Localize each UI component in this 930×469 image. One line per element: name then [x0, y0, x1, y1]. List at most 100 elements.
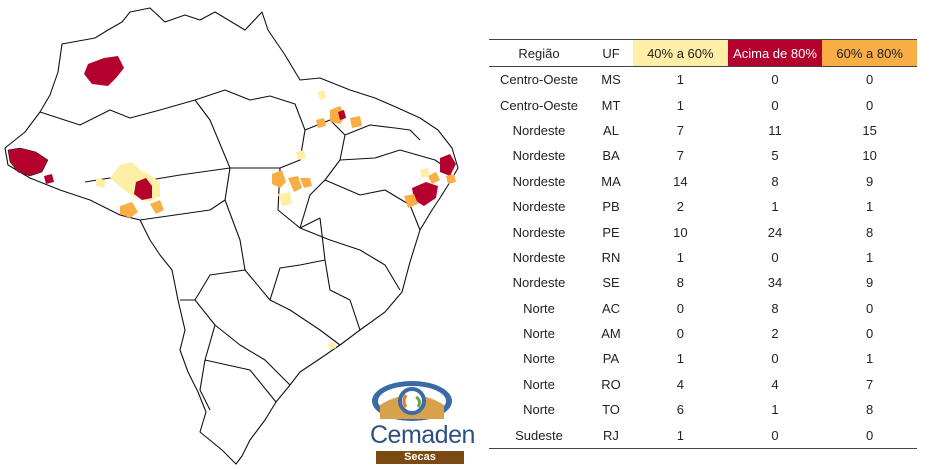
cell-60-80: 0 [866, 72, 874, 88]
cell-60-80: 8 [866, 402, 874, 418]
header-uf: UF [589, 39, 633, 67]
table-row: Centro-Oeste MT 1 0 0 [489, 92, 917, 117]
cell-40-60: 1 [676, 72, 684, 88]
area-ma [330, 106, 346, 124]
table-row: Norte RO 4 4 7 [489, 372, 917, 397]
cell-60-80: 0 [866, 300, 874, 316]
logo-name: Cemaden [370, 421, 475, 449]
cell-acima-80: 0 [771, 97, 779, 113]
cell-regiao: Nordeste [512, 148, 566, 164]
state-boundaries [39, 89, 451, 411]
cell-uf: RO [601, 376, 621, 392]
table-row: Nordeste RN 1 0 1 [489, 245, 917, 270]
area-ac [8, 148, 48, 176]
cell-40-60: 1 [676, 351, 684, 367]
cell-40-60: 4 [676, 376, 684, 392]
cell-uf: AM [601, 326, 621, 342]
table-row: Nordeste SE 8 34 9 [489, 270, 917, 295]
cell-40-60: 7 [676, 148, 684, 164]
table-row: Nordeste AL 7 11 15 [489, 118, 917, 143]
cell-60-80: 0 [866, 326, 874, 342]
cell-uf: RJ [589, 422, 633, 449]
cell-60-80: 8 [866, 224, 874, 240]
cell-regiao: Nordeste [512, 224, 566, 240]
cell-uf: MS [601, 72, 621, 88]
cell-acima-80: 1 [771, 402, 779, 418]
header-regiao: Região [489, 39, 589, 67]
cell-regiao: Nordeste [512, 122, 566, 138]
cell-acima-80: 2 [771, 326, 779, 342]
cell-60-80: 1 [866, 249, 874, 265]
cell-60-80: 15 [862, 122, 877, 138]
cell-uf: PB [602, 199, 620, 215]
cell-60-80: 0 [866, 97, 874, 113]
cell-60-80: 9 [866, 173, 874, 189]
cell-acima-80: 11 [768, 122, 782, 138]
cell-40-60: 1 [676, 97, 684, 113]
cell-acima-80: 34 [767, 275, 783, 291]
header-acima-80: Acima de 80% [727, 39, 823, 67]
cell-regiao: Norte [523, 326, 555, 342]
cell-acima-80: 0 [771, 72, 779, 88]
cell-acima-80: 8 [771, 173, 779, 189]
table-row: Norte AM 0 2 0 [489, 321, 917, 346]
cell-regiao: Nordeste [512, 275, 566, 291]
cell-40-60: 6 [676, 402, 684, 418]
cell-regiao: Sudeste [489, 422, 589, 449]
cemaden-eye-icon [372, 381, 452, 421]
table-row: Centro-Oeste MS 1 0 0 [489, 67, 917, 93]
cell-uf: PE [602, 224, 620, 240]
cell-uf: AC [601, 300, 621, 316]
cell-regiao: Centro-Oeste [499, 72, 579, 88]
table-row: Nordeste PE 10 24 8 [489, 219, 917, 244]
drought-areas [8, 56, 456, 350]
cell-40-60: 14 [673, 173, 688, 189]
cell-40-60: 7 [676, 122, 684, 138]
cell-regiao: Nordeste [512, 173, 566, 189]
cell-regiao: Norte [523, 351, 555, 367]
logo-subtitle: Secas [376, 451, 464, 464]
table-header-row: Região UF 40% a 60% Acima de 80% 60% a 8… [489, 39, 917, 67]
cell-acima-80: 4 [771, 376, 779, 392]
cell-60-80: 7 [866, 376, 874, 392]
cell-regiao: Nordeste [512, 199, 566, 215]
cell-regiao: Nordeste [512, 249, 566, 265]
cell-acima-80: 5 [771, 148, 779, 164]
cemaden-logo: Cemaden Secas [370, 375, 475, 467]
cell-regiao: Norte [523, 402, 555, 418]
cell-40-60: 1 [676, 249, 684, 265]
cell-uf: MA [601, 173, 621, 189]
cell-40-60: 0 [676, 300, 684, 316]
cell-regiao: Norte [523, 376, 555, 392]
cell-acima-80: 24 [767, 224, 783, 240]
table-row: Nordeste MA 14 8 9 [489, 169, 917, 194]
cell-uf: AL [603, 122, 619, 138]
cell-uf: PA [602, 351, 620, 367]
area-am [84, 56, 124, 86]
table-body: Centro-Oeste MS 1 0 0 Centro-Oeste MT 1 0 0 Nordes… [489, 67, 917, 449]
table-row: Norte AC 0 8 0 [489, 296, 917, 321]
brazil-map: Cemaden Secas [4, 7, 475, 467]
area-ro [110, 162, 160, 202]
header-40-60: 40% a 60% [633, 39, 728, 67]
table-row: Nordeste BA 7 5 10 [489, 143, 917, 168]
cell-60-80: 0 [822, 422, 917, 449]
brazil-map-svg [4, 7, 459, 465]
table-row: Sudeste RJ 1 0 0 [489, 422, 917, 449]
cell-uf: MT [601, 97, 621, 113]
cell-40-60: 0 [676, 326, 684, 342]
cell-60-80: 1 [866, 351, 874, 367]
cell-regiao: Centro-Oeste [499, 97, 579, 113]
cell-uf: SE [602, 275, 620, 291]
cell-60-80: 9 [866, 275, 874, 291]
cell-uf: TO [602, 402, 620, 418]
cell-uf: RN [601, 249, 621, 265]
cell-40-60: 1 [633, 422, 728, 449]
cell-40-60: 10 [673, 224, 688, 240]
cell-uf: BA [602, 148, 620, 164]
cell-40-60: 2 [676, 199, 684, 215]
cell-regiao: Norte [523, 300, 555, 316]
area-se [412, 182, 438, 206]
area-pe-al [440, 154, 456, 176]
table-row: Norte TO 6 1 8 [489, 397, 917, 422]
